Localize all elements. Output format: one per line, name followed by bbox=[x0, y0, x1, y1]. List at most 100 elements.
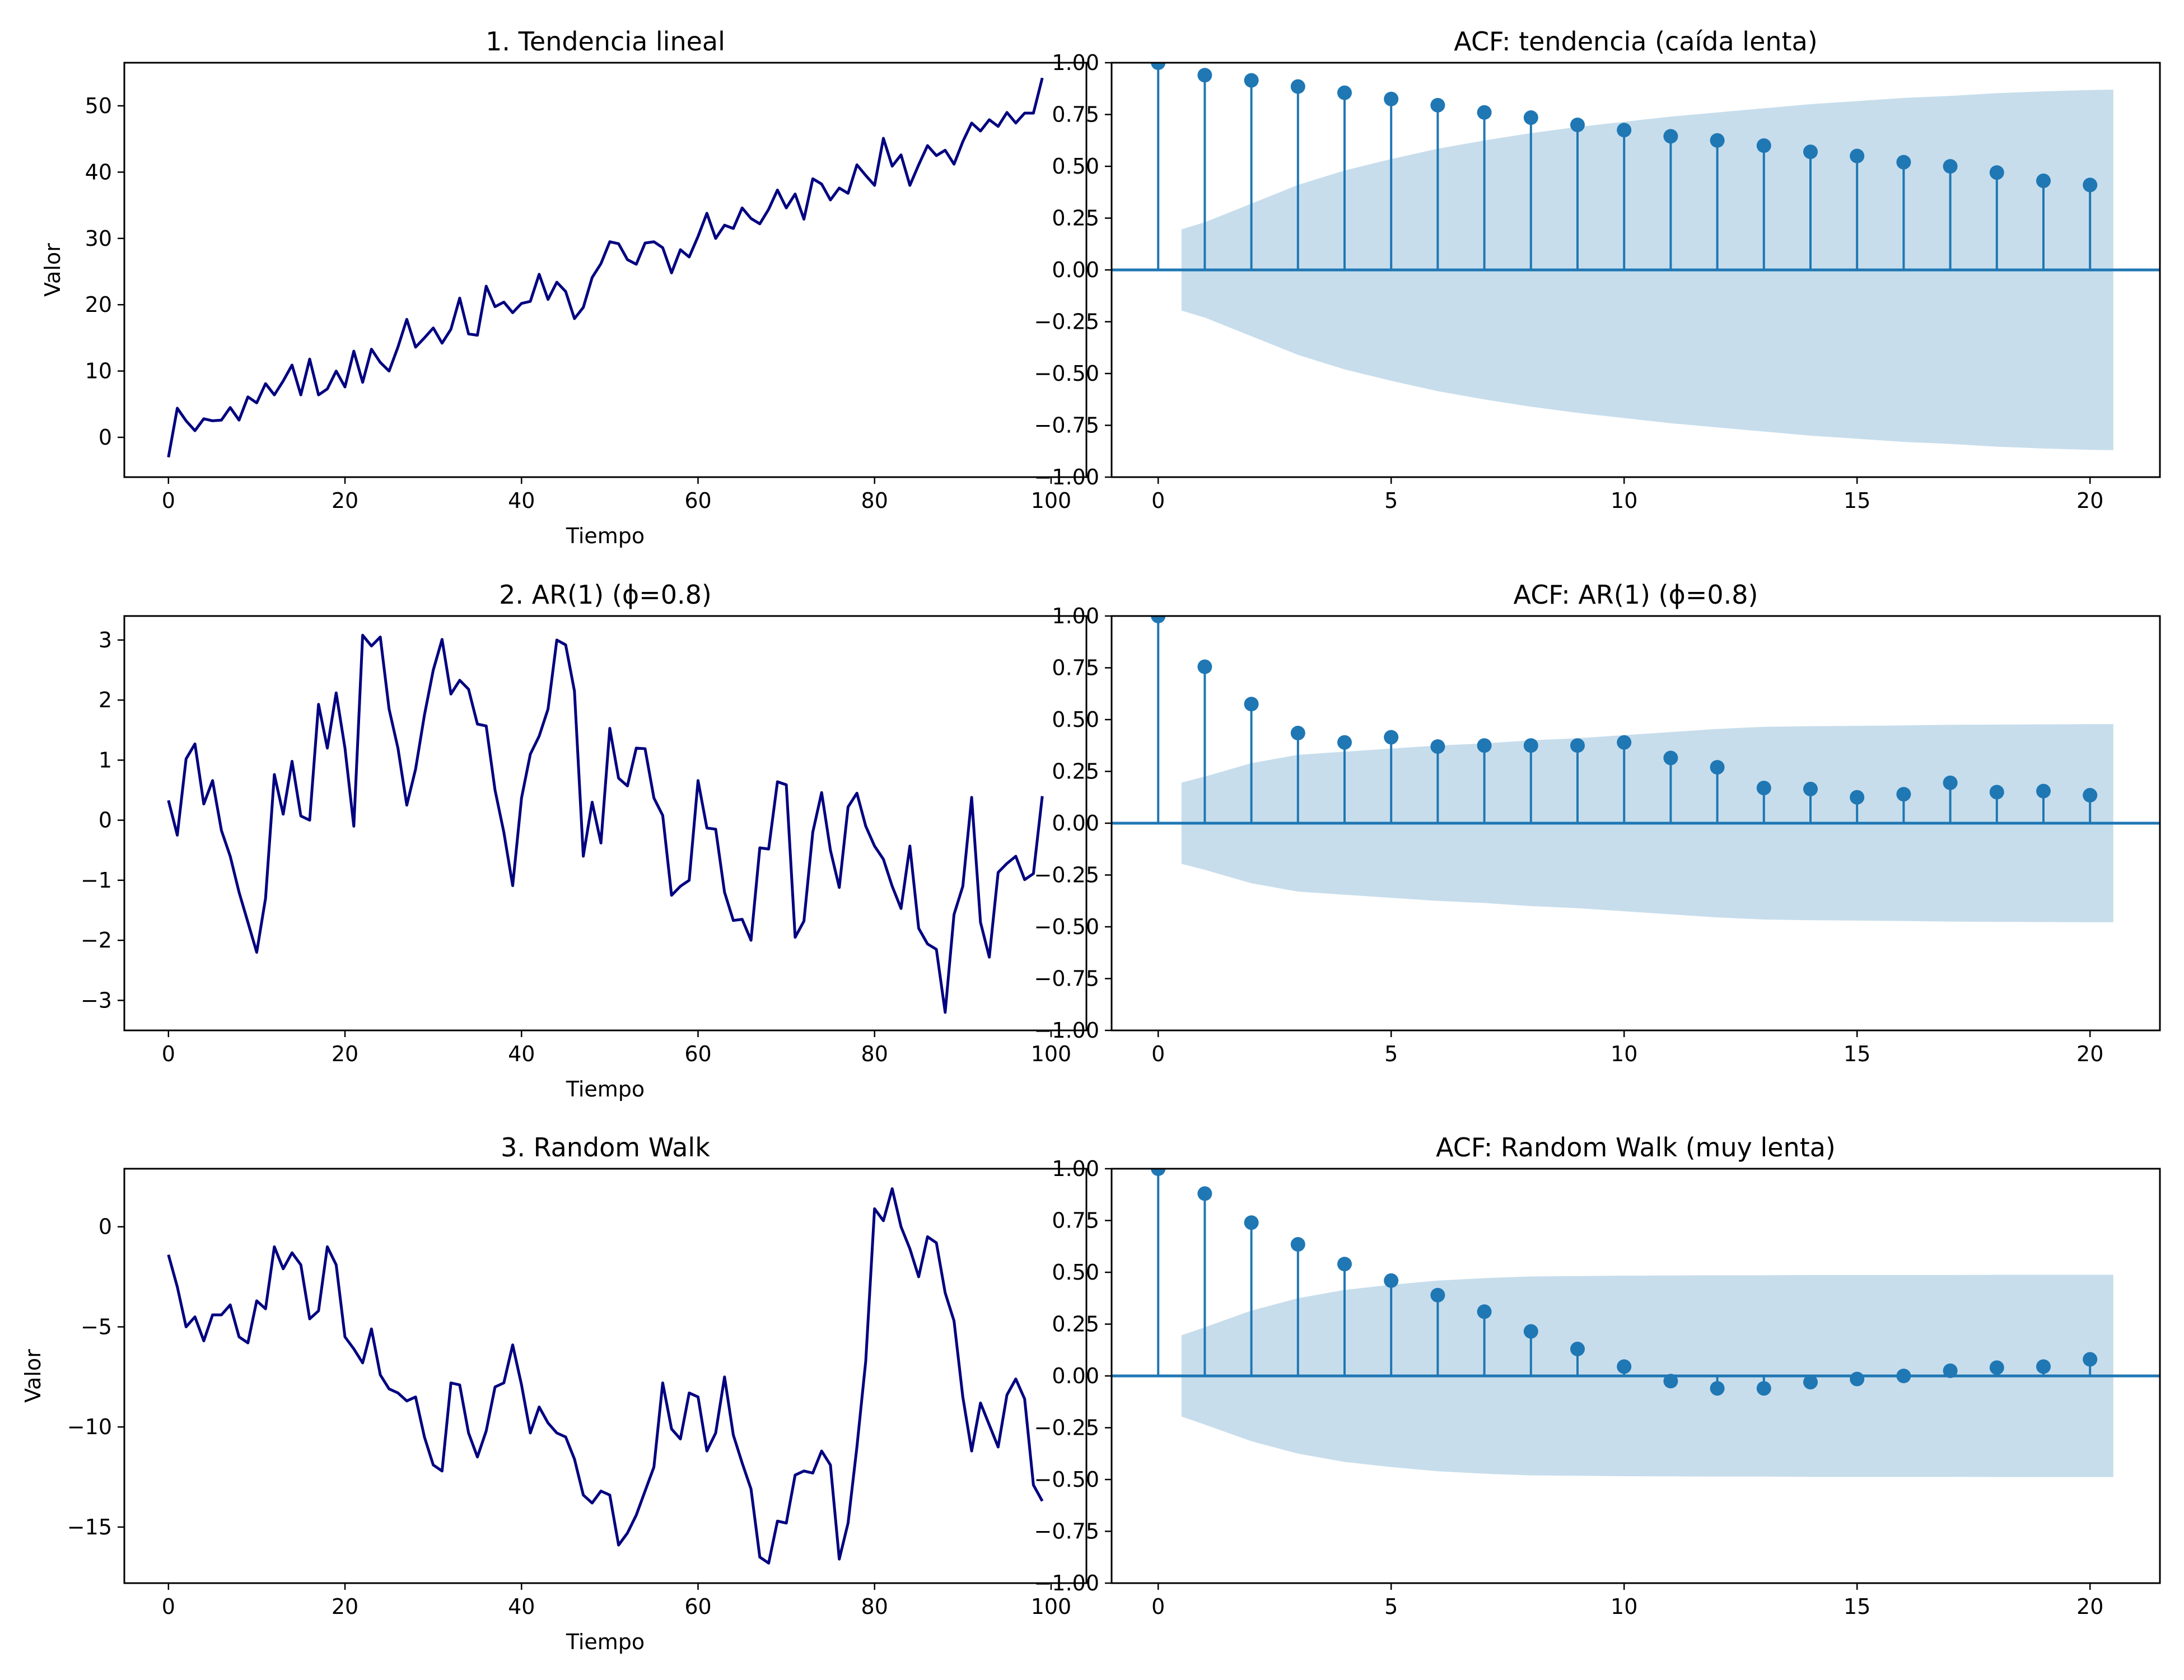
y-tick-label: 0.75 bbox=[1052, 656, 1099, 680]
x-tick-label: 10 bbox=[1611, 488, 1637, 513]
marker-lag-0 bbox=[1151, 63, 1166, 70]
series-line bbox=[167, 1187, 1044, 1565]
chart-title: 2. AR(1) (ϕ=0.8) bbox=[499, 580, 712, 610]
marker-lag-15 bbox=[1850, 790, 1865, 805]
x-tick-label: 15 bbox=[1844, 1042, 1870, 1066]
plot-area bbox=[1112, 616, 2160, 922]
x-tick-label: 20 bbox=[2076, 1042, 2103, 1066]
y-tick-label: −1.00 bbox=[1034, 465, 1099, 489]
axes-frame bbox=[123, 62, 1088, 478]
y-tick-label: 40 bbox=[85, 160, 112, 184]
x-tick-label: 0 bbox=[1151, 1042, 1165, 1066]
axes-frame bbox=[123, 615, 1088, 1032]
marker-lag-6 bbox=[1430, 739, 1445, 754]
y-tick-label: 0.75 bbox=[1052, 1208, 1099, 1233]
marker-lag-13 bbox=[1756, 781, 1771, 796]
x-tick-label: 20 bbox=[2076, 488, 2103, 513]
marker-lag-2 bbox=[1244, 1215, 1259, 1230]
marker-lag-0 bbox=[1151, 616, 1166, 623]
x-tick-label: 0 bbox=[162, 488, 175, 513]
marker-lag-2 bbox=[1244, 697, 1259, 712]
marker-lag-13 bbox=[1756, 1381, 1771, 1396]
x-tick-label: 5 bbox=[1384, 488, 1398, 513]
x-tick-label: 10 bbox=[1611, 1594, 1637, 1619]
marker-lag-7 bbox=[1477, 1304, 1492, 1319]
marker-lag-16 bbox=[1896, 155, 1911, 170]
panel-ar1: 2. AR(1) (ϕ=0.8) 0 20 40 60 80 100 −3 −2 −1 0 1 2 3 Ti… bbox=[81, 580, 1088, 1102]
y-tick-label: −0.50 bbox=[1034, 914, 1099, 939]
x-tick-label: 20 bbox=[332, 1042, 358, 1066]
marker-lag-18 bbox=[1989, 785, 2004, 800]
x-tick-label: 20 bbox=[332, 1594, 358, 1619]
x-tick-label: 5 bbox=[1384, 1594, 1398, 1619]
y-tick-label: 0.50 bbox=[1052, 154, 1099, 179]
marker-lag-8 bbox=[1523, 110, 1538, 125]
marker-lag-4 bbox=[1337, 85, 1352, 100]
y-tick-label: −10 bbox=[67, 1415, 112, 1439]
y-tick-label: 30 bbox=[85, 226, 112, 251]
y-tick-label: −0.25 bbox=[1034, 310, 1099, 334]
y-tick-label: 50 bbox=[85, 94, 112, 118]
y-tick-label: 10 bbox=[85, 359, 112, 384]
marker-lag-4 bbox=[1337, 1257, 1352, 1272]
marker-lag-19 bbox=[2036, 173, 2051, 188]
x-tick-label: 10 bbox=[1611, 1042, 1637, 1066]
marker-lag-17 bbox=[1943, 159, 1958, 174]
y-tick-label: 0.25 bbox=[1052, 759, 1099, 784]
chart-title: ACF: tendencia (caída lenta) bbox=[1454, 26, 1817, 57]
marker-lag-5 bbox=[1384, 1273, 1399, 1288]
x-tick-label: 100 bbox=[1031, 1594, 1072, 1619]
y-tick-label: −2 bbox=[81, 928, 112, 953]
series-line bbox=[167, 77, 1044, 458]
y-tick-label: −15 bbox=[67, 1515, 112, 1539]
y-tick-label: 1.00 bbox=[1052, 1156, 1099, 1181]
chart-title: ACF: Random Walk (muy lenta) bbox=[1436, 1132, 1836, 1163]
chart-title: ACF: AR(1) (ϕ=0.8) bbox=[1514, 580, 1758, 610]
x-tick-label: 5 bbox=[1384, 1042, 1398, 1066]
panel-random-walk: 3. Random Walk 0 20 40 60 80 100 −15 −10 −5 0 Tiemp… bbox=[21, 1132, 1088, 1654]
marker-lag-5 bbox=[1384, 730, 1399, 745]
y-tick-label: −1 bbox=[81, 868, 112, 893]
y-tick-label: −0.50 bbox=[1034, 361, 1099, 386]
y-tick-label: −0.25 bbox=[1034, 863, 1099, 888]
marker-lag-14 bbox=[1803, 781, 1818, 796]
x-tick-label: 20 bbox=[332, 488, 358, 513]
marker-lag-17 bbox=[1943, 775, 1958, 790]
x-tick-label: 0 bbox=[162, 1042, 175, 1066]
marker-lag-18 bbox=[1989, 165, 2004, 180]
y-tick-label: 1 bbox=[99, 748, 112, 772]
panel-trend: 1. Tendencia lineal 0 20 40 60 80 100 0 10 20 30 40… bbox=[40, 26, 1088, 548]
x-tick-label: 60 bbox=[684, 488, 711, 513]
y-tick-label: −0.50 bbox=[1034, 1467, 1099, 1492]
marker-lag-8 bbox=[1523, 1324, 1538, 1339]
y-tick-label: 0.00 bbox=[1052, 1364, 1099, 1388]
x-tick-label: 60 bbox=[684, 1594, 711, 1619]
marker-lag-17 bbox=[1943, 1363, 1958, 1378]
y-tick-label: 0 bbox=[99, 425, 112, 450]
marker-lag-10 bbox=[1617, 1359, 1632, 1374]
y-tick-label: −1.00 bbox=[1034, 1571, 1099, 1595]
plot-area bbox=[1112, 63, 2160, 450]
x-tick-label: 80 bbox=[861, 1042, 888, 1066]
y-tick-label: 0.00 bbox=[1052, 258, 1099, 282]
y-tick-label: 20 bbox=[85, 292, 112, 317]
marker-lag-16 bbox=[1896, 787, 1911, 802]
x-tick-label: 80 bbox=[861, 488, 888, 513]
y-axis-label: Valor bbox=[21, 1349, 45, 1403]
plot-area bbox=[167, 77, 1044, 458]
x-tick-label: 100 bbox=[1031, 488, 1072, 513]
y-axis-label: Valor bbox=[40, 243, 65, 297]
marker-lag-4 bbox=[1337, 735, 1352, 750]
marker-lag-20 bbox=[2083, 178, 2098, 193]
marker-lag-18 bbox=[1989, 1360, 2004, 1375]
marker-lag-9 bbox=[1570, 118, 1585, 132]
plot-area bbox=[167, 1187, 1044, 1565]
y-tick-label: 0.25 bbox=[1052, 206, 1099, 231]
x-axis-label: Tiempo bbox=[566, 1630, 645, 1654]
y-tick-label: 1.00 bbox=[1052, 604, 1099, 628]
marker-lag-3 bbox=[1290, 79, 1305, 94]
y-tick-label: 1.00 bbox=[1052, 50, 1099, 75]
x-axis-label: Tiempo bbox=[566, 1077, 645, 1102]
marker-lag-10 bbox=[1617, 735, 1632, 750]
